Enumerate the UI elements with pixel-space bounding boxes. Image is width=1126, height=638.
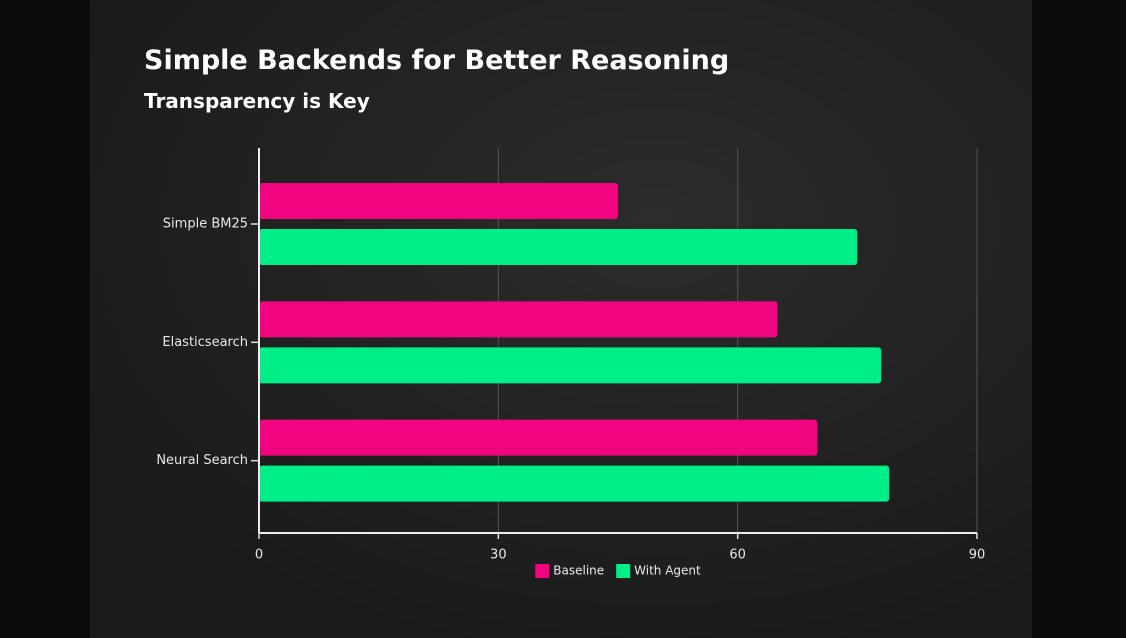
x-tick-label: 30 (490, 548, 507, 563)
y-tick-label: Neural Search (156, 453, 248, 468)
x-tick-label: 90 (969, 548, 986, 563)
bar (259, 183, 618, 219)
legend-swatch (616, 564, 631, 578)
bar (259, 301, 778, 338)
chart-subtitle: Transparency is Key (144, 89, 370, 113)
legend: Baseline With Agent (535, 564, 701, 578)
x-tick-label: 0 (255, 548, 263, 563)
legend-label: With Agent (634, 564, 701, 578)
bar (259, 347, 882, 384)
bar (259, 419, 818, 456)
chart-title: Simple Backends for Better Reasoning (144, 45, 729, 76)
y-tick-label: Elasticsearch (162, 335, 248, 350)
y-tick-label: Simple BM25 (163, 217, 248, 232)
bar (259, 229, 858, 265)
legend-swatch (535, 564, 550, 578)
x-tick-label: 60 (729, 548, 746, 563)
bar (259, 465, 890, 502)
legend-label: Baseline (553, 564, 604, 578)
